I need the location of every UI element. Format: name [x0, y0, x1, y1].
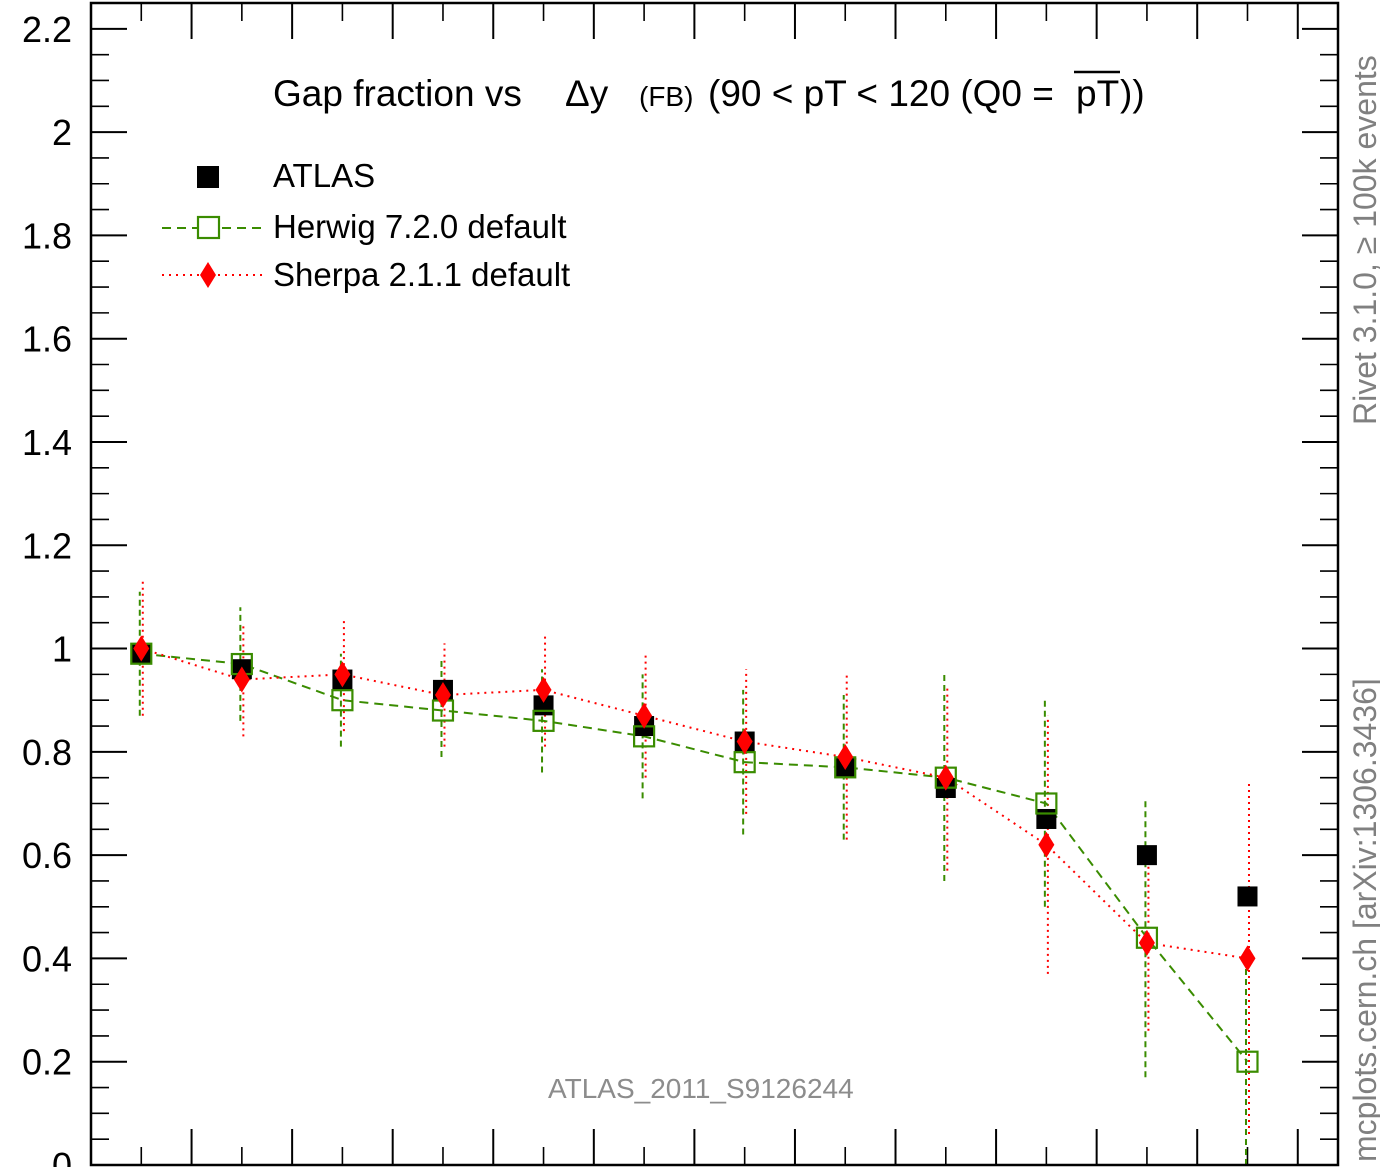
y-tick-label: 1.2	[22, 525, 72, 566]
y-tick-label: 2	[52, 112, 72, 153]
title-delta: Δy	[565, 73, 609, 114]
sherpa-point	[233, 666, 250, 693]
chart-title: Gap fraction vs Δy (FB) (90 < pT < 120 (…	[273, 70, 1145, 114]
herwig-series-line	[141, 652, 1249, 1063]
y-tick-label: 1.4	[22, 422, 72, 463]
sherpa-point	[1239, 945, 1256, 972]
sherpa-point	[535, 676, 552, 703]
sherpa-series-line	[140, 647, 1248, 960]
sherpa-point	[133, 635, 150, 662]
y-tick-label: 0.6	[22, 835, 72, 876]
title-main: Gap fraction vs	[273, 73, 522, 114]
y-tick-label: 0.2	[22, 1042, 72, 1083]
sherpa-point	[837, 744, 854, 771]
herwig-point	[1035, 792, 1058, 815]
y-tick-label: 1.8	[22, 215, 72, 256]
legend: ATLAS Herwig 7.2.0 default Sherpa 2.1.1 …	[162, 157, 570, 293]
sherpa-point	[937, 764, 954, 791]
sherpa-point	[1038, 831, 1055, 858]
atlas-point	[1136, 845, 1157, 866]
sherpa-point	[1138, 929, 1155, 956]
legend-atlas-marker	[197, 166, 219, 188]
legend-herwig-label: Herwig 7.2.0 default	[273, 208, 567, 245]
title-range: (90 < pT < 120 (Q0 =	[708, 73, 1054, 114]
title-close: ))	[1120, 73, 1145, 114]
y-tick-label: 0	[52, 1145, 72, 1167]
y-tick-label: 0.4	[22, 938, 72, 979]
legend-sherpa-label: Sherpa 2.1.1 default	[273, 256, 570, 293]
y-tick-label: 1	[52, 629, 72, 670]
y-tick-label: 2.2	[22, 9, 72, 50]
plot-frame	[89, 1, 1340, 1167]
herwig-point	[532, 709, 555, 732]
atlas-point	[1237, 886, 1258, 907]
title-pt: pT	[1076, 73, 1119, 114]
sherpa-point	[736, 728, 753, 755]
mcplots-source-label: mcplots.cern.ch [arXiv:1306.3436]	[1347, 678, 1380, 1162]
legend-sherpa-marker	[200, 262, 216, 288]
rivet-version-label: Rivet 3.1.0, ≥ 100k events	[1347, 55, 1380, 425]
sherpa-point	[334, 661, 351, 688]
y-tick-label: 1.6	[22, 319, 72, 360]
legend-atlas-label: ATLAS	[273, 157, 375, 194]
title-fb: (FB)	[639, 81, 693, 112]
sherpa-point	[434, 682, 451, 709]
herwig-point	[1236, 1050, 1259, 1073]
atlas-point	[1036, 808, 1057, 829]
sherpa-point	[636, 702, 653, 729]
analysis-id-label: ATLAS_2011_S9126244	[548, 1073, 854, 1104]
y-tick-label: 0.8	[22, 732, 72, 773]
herwig-point	[331, 689, 354, 712]
legend-herwig-marker	[196, 215, 221, 240]
